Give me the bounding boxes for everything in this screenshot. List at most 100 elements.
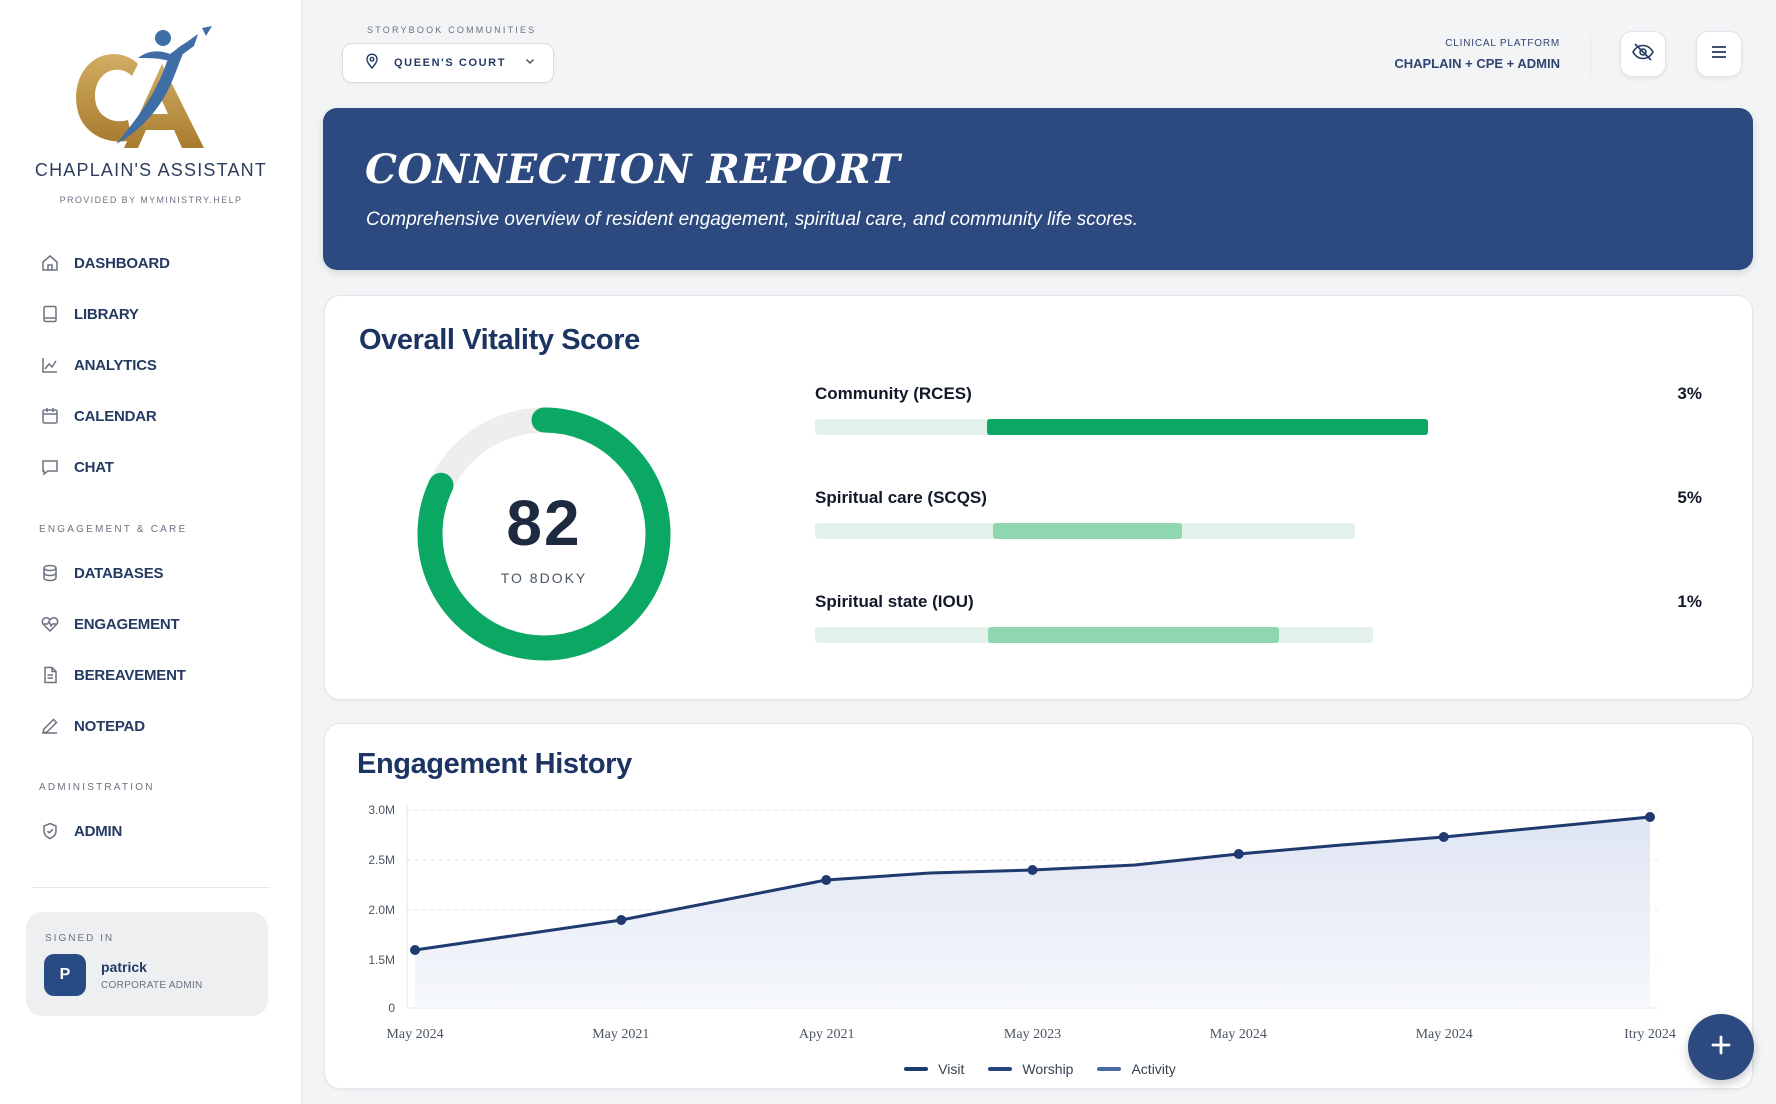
x-tick-label: May 2023 [1004, 1027, 1061, 1042]
book-icon [38, 302, 62, 326]
sidebar-item-label: ADMIN [74, 822, 123, 840]
x-tick-label: Itry 2024 [1624, 1027, 1676, 1042]
sidebar-item-label: ENGAGEMENT [74, 615, 180, 633]
sidebar-item-label: DATABASES [74, 564, 164, 582]
platform-value: CHAPLAIN + CPE + ADMIN [1394, 56, 1560, 71]
vitality-score-caption: TO 8DOKY [500, 570, 588, 586]
platform-label: CLINICAL PLATFORM [1445, 38, 1560, 49]
community-selector[interactable]: QUEEN'S COURT [342, 43, 554, 83]
data-point [1233, 849, 1244, 859]
sidebar-item-dashboard[interactable]: DASHBOARD [38, 248, 170, 278]
menu-button[interactable] [1696, 31, 1742, 77]
heart-pulse-icon [38, 612, 62, 636]
document-icon [38, 663, 62, 687]
sidebar-item-admin[interactable]: ADMIN [38, 816, 122, 846]
sidebar-item-label: DASHBOARD [74, 254, 170, 272]
administration-section-heading: ADMINISTRATION [39, 782, 155, 793]
metric-value-community: 3% [1677, 384, 1702, 403]
data-point [821, 875, 832, 885]
vitality-score: 82 [506, 487, 582, 559]
vitality-gauge [417, 407, 671, 661]
data-point [616, 915, 627, 925]
sidebar-item-label: ANALYTICS [74, 356, 157, 374]
engagement-history-title: Engagement History [357, 748, 632, 780]
engagement-history-card: Engagement History 0 1.5M 2.0M 2.5M 3.0M May … [324, 723, 1753, 1089]
sidebar-item-label: LIBRARY [74, 305, 139, 323]
sidebar-item-engagement[interactable]: ENGAGEMENT [38, 609, 180, 639]
metric-bar-community [815, 419, 1429, 435]
avatar: P [44, 954, 86, 996]
signed-in-label: SIGNED IN [45, 933, 115, 944]
engagement-history-chart: 0 1.5M 2.0M 2.5M 3.0M May 2024 May 2021 Apy 202… [368, 803, 1676, 1042]
gauge-fill [417, 407, 671, 661]
legend-swatch [1097, 1067, 1122, 1071]
signed-in-user-card[interactable]: SIGNED IN P patrick CORPORATE ADMIN [26, 912, 268, 1016]
x-tick-label: Apy 2021 [799, 1027, 855, 1042]
data-point [410, 945, 420, 955]
user-role: CORPORATE ADMIN [101, 980, 203, 991]
sidebar-item-analytics[interactable]: ANALYTICS [38, 350, 157, 380]
metric-label-spiritual-state: Spiritual state (IOU) [815, 592, 974, 611]
metric-value-spiritual-state: 1% [1677, 592, 1702, 611]
x-tick-label: May 2021 [592, 1027, 649, 1042]
plus-icon [1709, 1033, 1733, 1062]
sidebar-item-databases[interactable]: DATABASES [38, 558, 164, 588]
legend-item-activity[interactable]: Activity [1097, 1061, 1176, 1077]
sidebar-item-library[interactable]: LIBRARY [38, 299, 139, 329]
add-button[interactable] [1688, 1014, 1754, 1080]
metric-label-spiritual-care: Spiritual care (SCQS) [815, 488, 987, 507]
shield-icon [38, 819, 62, 843]
map-pin-icon [364, 52, 380, 74]
page-title: CONNECTION REPORT [365, 146, 901, 193]
legend-label: Activity [1131, 1061, 1176, 1077]
sidebar-item-calendar[interactable]: CALENDAR [38, 401, 157, 431]
vitality-title: Overall Vitality Score [359, 324, 640, 356]
metric-value-spiritual-care: 5% [1677, 488, 1702, 507]
metric-bar-spiritual-care [815, 523, 1356, 539]
y-tick-label: 2.0M [368, 903, 395, 917]
hide-visibility-button[interactable] [1620, 31, 1666, 77]
x-tick-label: May 2024 [386, 1027, 443, 1042]
y-tick-label: 0 [388, 1001, 395, 1015]
y-tick-label: 2.5M [368, 853, 395, 867]
metric-label-community: Community (RCES) [815, 384, 972, 403]
sidebar-item-bereavement[interactable]: BEREAVEMENT [38, 660, 186, 690]
page-subtitle: Comprehensive overview of resident engag… [366, 209, 1138, 230]
chart-legend: Visit Worship Activity [325, 1061, 1755, 1077]
eye-off-icon [1631, 40, 1655, 69]
brand-provided-by: PROVIDED BY MYMINISTRY.HELP [59, 195, 243, 205]
chaplain-assistant-logo[interactable] [66, 24, 236, 154]
metric-bar-spiritual-state [815, 627, 1374, 643]
user-name: patrick [101, 959, 147, 975]
sidebar-divider [32, 887, 270, 888]
sidebar-item-label: CHAT [74, 458, 114, 476]
chat-icon [38, 455, 62, 479]
series-line [414, 815, 1651, 952]
engagement-section-heading: ENGAGEMENT & CARE [39, 524, 188, 535]
metric-bar-fill [993, 523, 1183, 539]
chart-icon [38, 353, 62, 377]
sidebar: CHAPLAIN'S ASSISTANT PROVIDED BY MYMINIS… [0, 0, 302, 1104]
legend-swatch [904, 1067, 929, 1071]
community-selector-value: QUEEN'S COURT [394, 57, 507, 69]
metric-bar-fill [988, 627, 1279, 643]
sidebar-item-label: CALENDAR [74, 407, 157, 425]
chevron-down-icon [524, 54, 536, 72]
connection-report-banner: CONNECTION REPORT Comprehensive overview… [323, 108, 1753, 270]
community-selector-label: STORYBOOK COMMUNITIES [367, 25, 537, 35]
topbar-divider [1590, 36, 1591, 76]
y-tick-label: 3.0M [368, 803, 395, 817]
x-tick-label: May 2024 [1210, 1027, 1267, 1042]
calendar-icon [38, 404, 62, 428]
sidebar-item-notepad[interactable]: NOTEPAD [38, 711, 145, 741]
vitality-card: Overall Vitality Score 82 TO 8DOKY Commu… [324, 295, 1753, 700]
legend-label: Visit [938, 1061, 965, 1077]
data-point [1645, 812, 1655, 822]
pen-icon [38, 714, 62, 738]
legend-item-visit[interactable]: Visit [904, 1061, 964, 1077]
sidebar-item-chat[interactable]: CHAT [38, 452, 114, 482]
legend-item-worship[interactable]: Worship [988, 1061, 1073, 1077]
legend-label: Worship [1022, 1061, 1074, 1077]
brand-name: CHAPLAIN'S ASSISTANT [34, 160, 268, 180]
legend-swatch [988, 1067, 1013, 1071]
